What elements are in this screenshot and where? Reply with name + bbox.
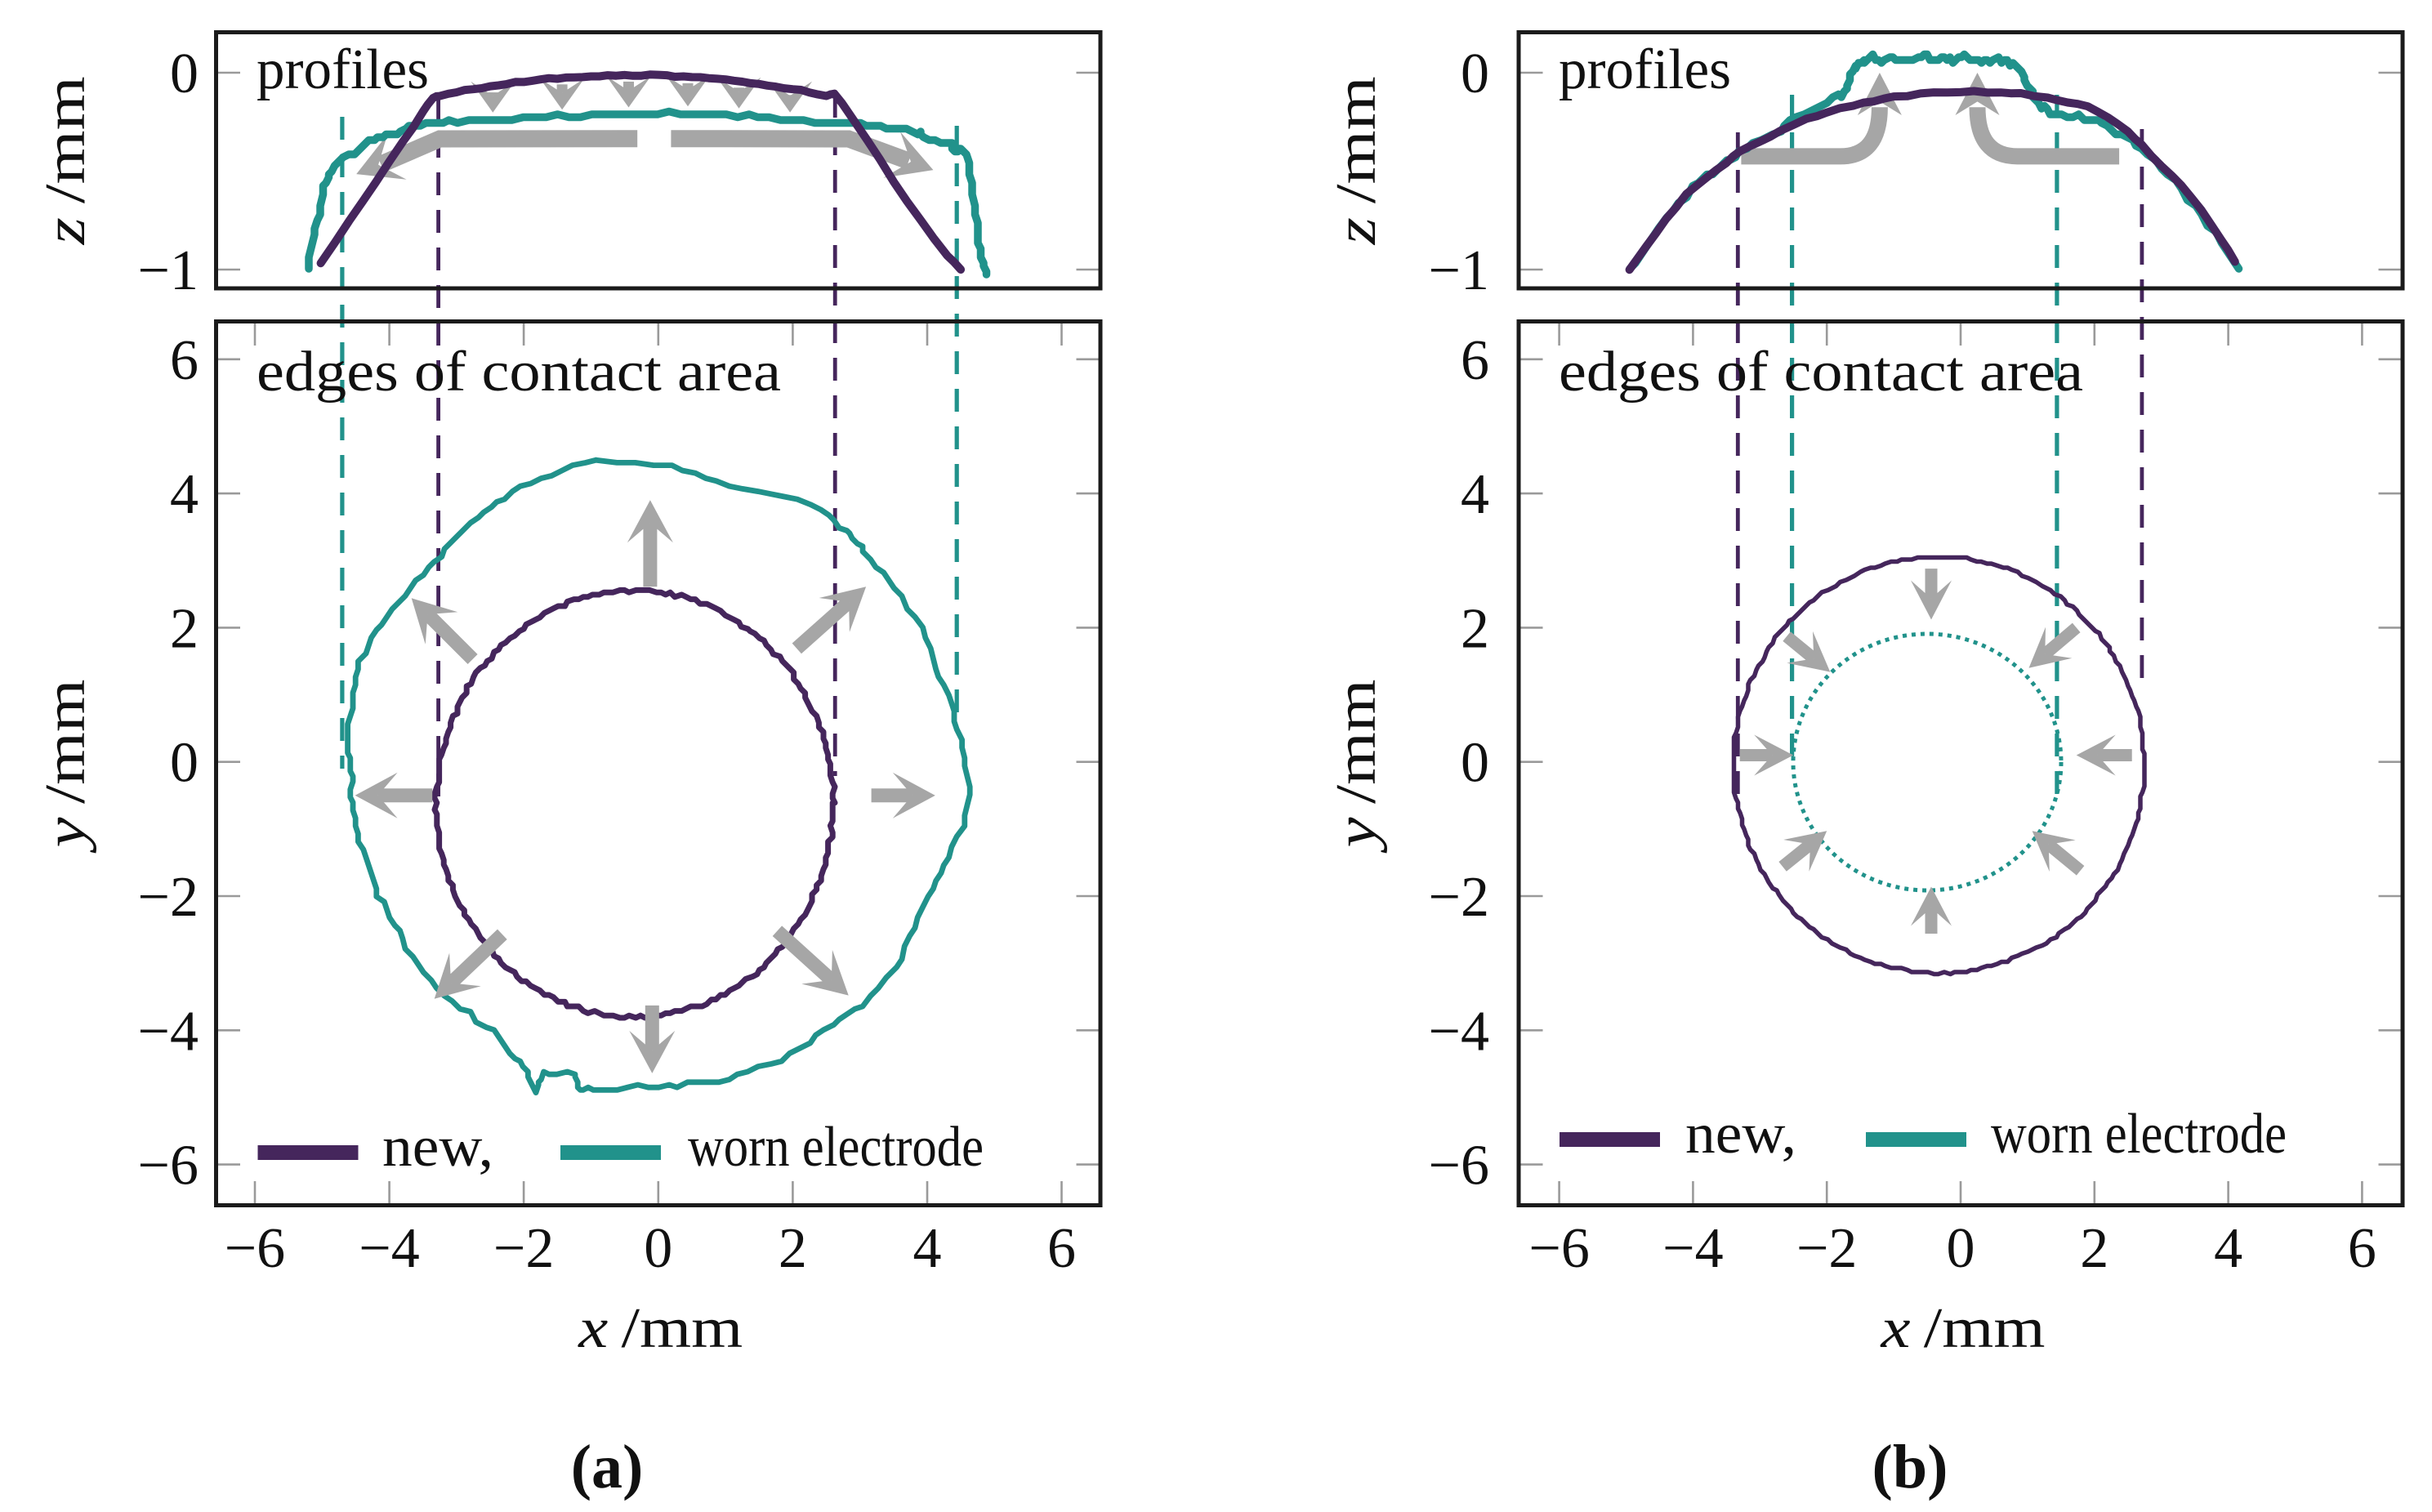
svg-text:−2: −2 <box>1429 866 1489 929</box>
svg-text:−6: −6 <box>225 1217 285 1280</box>
svg-text:2: 2 <box>2080 1217 2108 1280</box>
svg-text:worn electrode: worn electrode <box>688 1116 984 1179</box>
svg-text:2: 2 <box>779 1217 807 1280</box>
svg-text:−6: −6 <box>138 1135 199 1198</box>
svg-text:4: 4 <box>170 463 199 526</box>
svg-text:−4: −4 <box>1662 1217 1723 1280</box>
svg-text:z /mm: z /mm <box>34 76 97 245</box>
svg-text:−6: −6 <box>1528 1217 1589 1280</box>
svg-text:−1: −1 <box>138 239 199 302</box>
svg-text:4: 4 <box>2214 1217 2242 1280</box>
svg-text:new,: new, <box>1685 1103 1796 1166</box>
svg-text:6: 6 <box>1461 329 1489 392</box>
svg-text:6: 6 <box>2348 1217 2376 1280</box>
svg-text:6: 6 <box>1047 1217 1076 1280</box>
svg-text:(b): (b) <box>1872 1433 1948 1501</box>
svg-text:−2: −2 <box>493 1217 554 1280</box>
svg-text:4: 4 <box>913 1217 941 1280</box>
svg-text:0: 0 <box>1461 42 1489 105</box>
svg-text:−2: −2 <box>1796 1217 1857 1280</box>
svg-text:−4: −4 <box>359 1217 419 1280</box>
svg-text:(a): (a) <box>571 1433 644 1501</box>
svg-text:−2: −2 <box>138 866 199 929</box>
svg-text:new,: new, <box>382 1116 493 1179</box>
svg-text:y /mm: y /mm <box>34 680 97 854</box>
svg-text:0: 0 <box>644 1217 672 1280</box>
svg-text:−4: −4 <box>1429 1000 1489 1063</box>
svg-text:worn electrode: worn electrode <box>1991 1103 2287 1166</box>
svg-text:profiles: profiles <box>1559 38 1731 101</box>
svg-text:0: 0 <box>1461 732 1489 795</box>
svg-text:−1: −1 <box>1429 239 1489 302</box>
svg-text:0: 0 <box>1947 1217 1975 1280</box>
svg-text:−4: −4 <box>138 1000 199 1063</box>
svg-text:x /mm: x /mm <box>1880 1297 2045 1360</box>
svg-text:profiles: profiles <box>257 38 429 101</box>
svg-text:edges of contact area: edges of contact area <box>257 341 781 404</box>
svg-text:2: 2 <box>1461 597 1489 660</box>
svg-text:4: 4 <box>1461 463 1489 526</box>
svg-text:0: 0 <box>170 42 199 105</box>
svg-text:y /mm: y /mm <box>1325 680 1388 854</box>
svg-text:−6: −6 <box>1429 1135 1489 1198</box>
svg-text:6: 6 <box>170 329 199 392</box>
svg-text:z /mm: z /mm <box>1325 76 1388 245</box>
svg-text:edges of contact area: edges of contact area <box>1559 341 2083 404</box>
svg-text:x /mm: x /mm <box>578 1297 743 1360</box>
svg-text:2: 2 <box>170 597 199 660</box>
svg-text:0: 0 <box>170 732 199 795</box>
